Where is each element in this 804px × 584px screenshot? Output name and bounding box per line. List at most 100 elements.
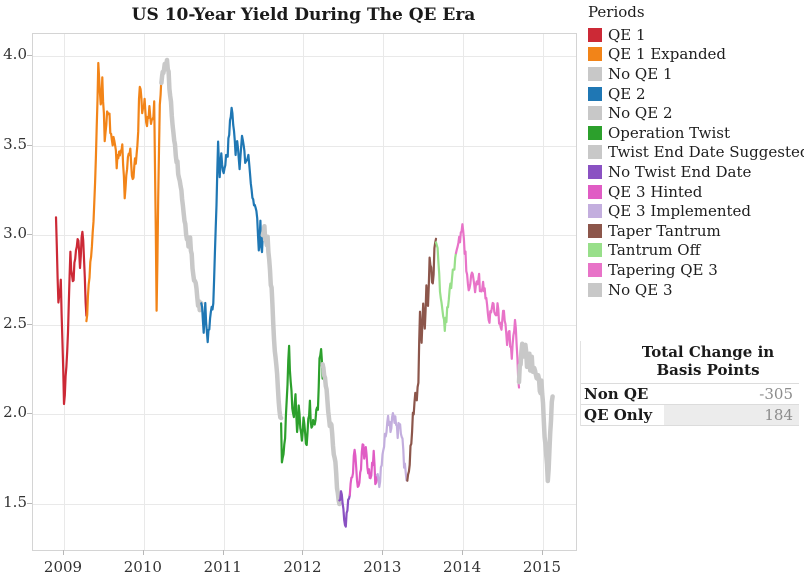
x-axis-label: 2013 [363, 558, 402, 576]
legend-label: Operation Twist [608, 123, 731, 142]
y-axis-tick [27, 503, 32, 504]
y-axis-label: 3.0 [3, 224, 27, 243]
series-segment-qe-3-implemented [375, 412, 409, 489]
row-label: Non QE [584, 385, 649, 403]
y-axis-label: 1.5 [3, 493, 27, 511]
legend-swatch [588, 106, 602, 121]
x-axis-label: 2015 [522, 558, 562, 576]
row-value: -305 [759, 385, 793, 403]
y-axis-tick [27, 234, 32, 236]
y-axis-label: 3.5 [3, 134, 27, 153]
series-segment-operation-twist [280, 344, 324, 464]
table-row-non-qe: Non QE -305 [581, 383, 799, 404]
legend-swatch [588, 47, 602, 62]
legend-label: Taper Tantrum [608, 221, 721, 240]
legend-swatch [588, 243, 602, 258]
x-axis-tick [222, 550, 224, 555]
legend-item-qe-3-hinted[interactable]: QE 3 Hinted [588, 182, 800, 202]
row-label: QE Only [584, 406, 653, 424]
x-axis-tick [541, 550, 543, 555]
legend-item-tapering-qe-3[interactable]: Tapering QE 3 [588, 260, 800, 280]
gridline-v [542, 34, 544, 550]
x-axis-tick [382, 550, 384, 555]
legend-item-qe-1[interactable]: QE 1 [588, 25, 800, 45]
legend-label: QE 3 Hinted [608, 182, 703, 201]
legend-label: QE 1 [608, 25, 646, 44]
legend-label: QE 1 Expanded [608, 45, 727, 64]
legend-item-no-qe-1[interactable]: No QE 1 [588, 64, 800, 84]
x-axis-label: 2009 [43, 558, 83, 576]
legend-title: Periods [588, 3, 645, 21]
series-segment-twist-end-date-suggested [320, 361, 342, 507]
series-segment-qe-1 [54, 216, 88, 406]
legend-label: No QE 1 [608, 64, 673, 83]
gridline-v [223, 34, 225, 550]
legend-item-operation-twist[interactable]: Operation Twist [588, 123, 800, 143]
series-segment-no-twist-end-date [338, 490, 351, 528]
legend-item-no-qe-2[interactable]: No QE 2 [588, 103, 800, 123]
legend-label: QE 2 [608, 84, 646, 103]
x-axis-label: 2010 [123, 558, 162, 576]
legend-swatch [588, 223, 602, 238]
legend-item-no-twist-end-date[interactable]: No Twist End Date [588, 162, 800, 182]
gridline-v [463, 34, 465, 550]
gridline-h [33, 235, 576, 237]
plot-area [32, 33, 577, 551]
x-axis-tick [462, 550, 464, 555]
legend-item-taper-tantrum[interactable]: Taper Tantrum [588, 221, 800, 241]
series-segment-qe-3-hinted [348, 443, 378, 497]
legend-swatch [588, 262, 602, 277]
gridline-v [64, 34, 65, 550]
chart-title: US 10-Year Yield During The QE Era [131, 5, 476, 25]
legend-item-no-qe-3[interactable]: No QE 3 [588, 280, 800, 300]
row-value: 184 [664, 405, 799, 425]
legend-swatch [588, 86, 602, 101]
periods-legend: Periods QE 1 QE 1 Expanded No QE 1 QE 2 No Q… [588, 3, 804, 300]
legend-label: Tantrum Off [608, 241, 701, 260]
legend-swatch [588, 125, 602, 140]
series-segment-tapering-qe-3 [454, 223, 521, 389]
legend-label: Tapering QE 3 [608, 260, 718, 279]
x-axis-tick [142, 550, 144, 555]
legend-label: Twist End Date Suggested [608, 143, 804, 162]
y-axis-label: 2.5 [3, 313, 27, 332]
series-segment-no-qe-3 [516, 341, 555, 484]
x-axis-label: 2012 [283, 558, 322, 576]
gridline-h [33, 324, 576, 326]
y-axis-tick [27, 323, 32, 325]
legend-item-twist-end-date-suggested[interactable]: Twist End Date Suggested [588, 143, 804, 163]
totals-rows: Non QE -305 QE Only 184 [581, 383, 799, 426]
series-segment-no-qe-1 [159, 57, 204, 313]
totals-table: Total Change in Basis Points Non QE -305 Q… [580, 341, 799, 426]
gridline-h [33, 414, 576, 416]
legend-swatch [588, 66, 602, 81]
legend-swatch [588, 204, 602, 219]
legend-label: No Twist End Date [608, 162, 752, 181]
table-row-qe-only: QE Only 184 [581, 404, 799, 426]
y-axis-tick [27, 55, 32, 56]
legend-label: No QE 2 [608, 104, 673, 123]
gridline-h [33, 145, 576, 147]
legend-item-qe-2[interactable]: QE 2 [588, 84, 800, 104]
series-canvas [54, 57, 555, 528]
series-segment-qe-1-expanded [85, 61, 163, 323]
legend-item-qe-3-implemented[interactable]: QE 3 Implemented [588, 201, 800, 221]
gridline-v [303, 34, 305, 550]
series-segment-tantrum-off [434, 241, 458, 332]
x-axis-tick [63, 550, 64, 555]
x-axis-label: 2011 [203, 558, 242, 576]
y-axis-label: 2.0 [3, 403, 27, 422]
legend-item-qe-1-expanded[interactable]: QE 1 Expanded [588, 45, 800, 65]
y-axis-tick [27, 413, 32, 415]
legend-swatch [588, 164, 602, 179]
totals-table-header: Total Change in Basis Points [641, 343, 775, 379]
legend-items: QE 1 QE 1 Expanded No QE 1 QE 2 No QE 2 Opera… [588, 25, 804, 300]
series-segment-taper-tantrum [406, 237, 438, 482]
y-axis-tick [27, 144, 32, 146]
x-axis-label: 2014 [443, 558, 482, 576]
legend-swatch [588, 282, 602, 297]
legend-item-tantrum-off[interactable]: Tantrum Off [588, 241, 800, 261]
legend-swatch [588, 145, 602, 160]
legend-swatch [588, 184, 602, 199]
